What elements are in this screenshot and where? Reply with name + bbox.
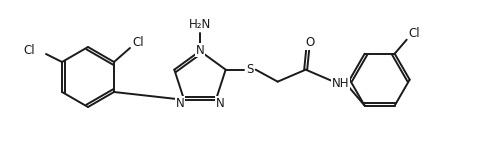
- Text: N: N: [215, 97, 224, 110]
- Text: Cl: Cl: [23, 45, 35, 58]
- Text: S: S: [246, 63, 253, 76]
- Text: Cl: Cl: [409, 27, 421, 40]
- Text: N: N: [196, 44, 204, 57]
- Text: N: N: [176, 97, 184, 110]
- Text: NH: NH: [332, 77, 349, 90]
- Text: O: O: [305, 36, 314, 49]
- Text: Cl: Cl: [132, 36, 144, 49]
- Text: H₂N: H₂N: [189, 19, 211, 32]
